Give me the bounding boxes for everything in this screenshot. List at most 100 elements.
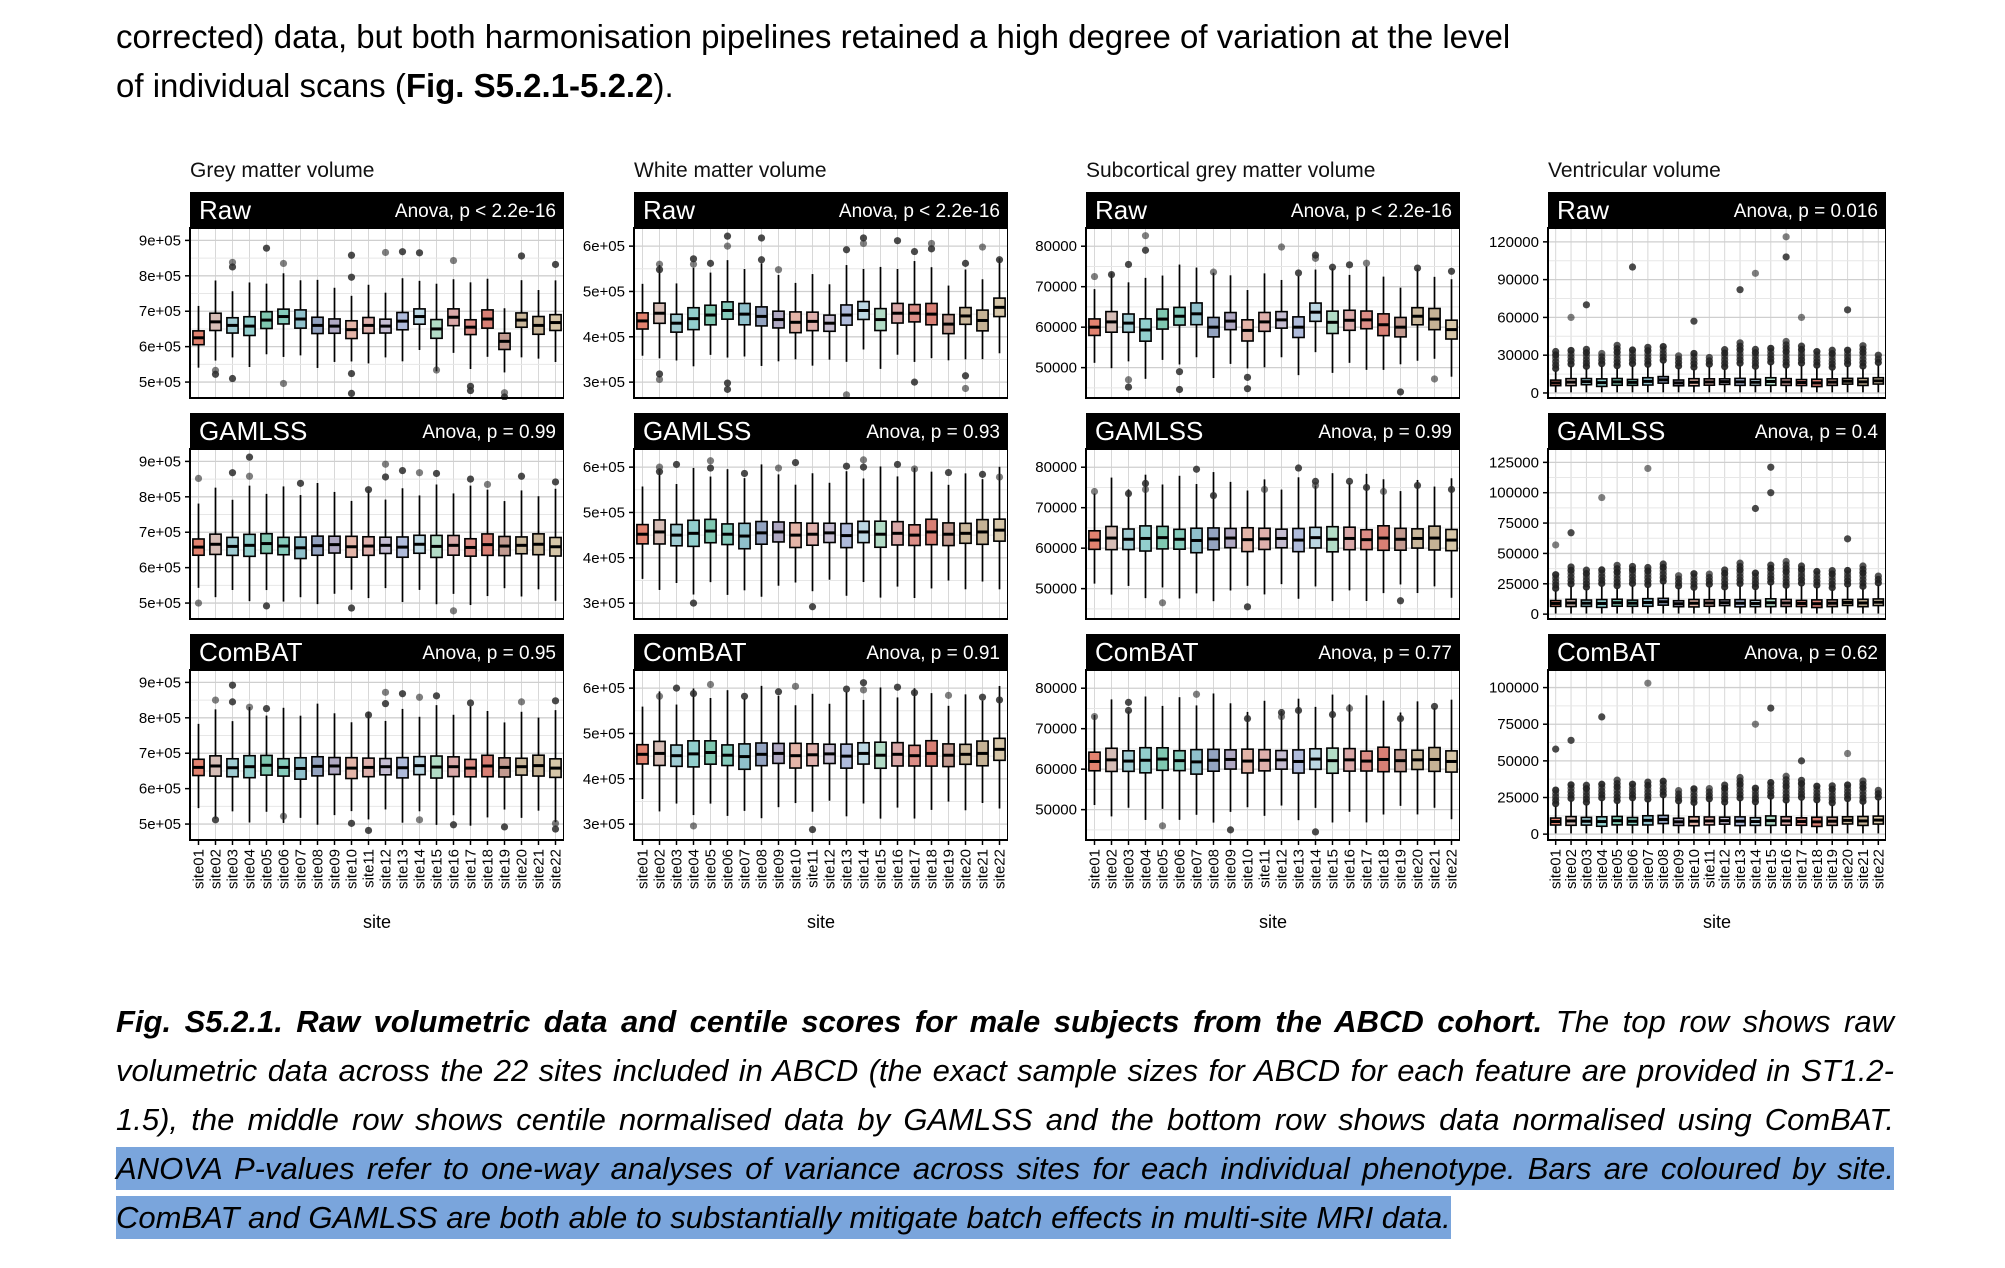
svg-text:site05: site05 <box>1155 849 1172 889</box>
caption-highlighted-text: ANOVA P-values refer to one-way analyses… <box>116 1147 1894 1239</box>
boxplots <box>1088 264 1458 379</box>
panel-header: ComBAT Anova, p = 0.62 <box>1548 634 1886 670</box>
panel-row-label: ComBAT <box>643 637 747 667</box>
svg-text:site21: site21 <box>975 849 992 889</box>
svg-text:site01: site01 <box>1087 849 1104 889</box>
svg-text:site08: site08 <box>1655 849 1672 889</box>
svg-text:site09: site09 <box>1671 849 1688 889</box>
svg-text:site17: site17 <box>463 849 480 889</box>
x-axis-title: site <box>1259 912 1287 932</box>
svg-text:site10: site10 <box>1686 849 1703 889</box>
svg-text:site09: site09 <box>1223 849 1240 889</box>
panel-header: Raw Anova, p < 2.2e-16 <box>190 192 564 228</box>
svg-text:site06: site06 <box>1172 849 1189 889</box>
panel-row-label: ComBAT <box>199 637 303 667</box>
svg-text:site19: site19 <box>497 849 514 889</box>
panel-row-label: ComBAT <box>1557 637 1661 667</box>
svg-text:site16: site16 <box>1342 849 1359 889</box>
svg-text:3e+05: 3e+05 <box>583 816 625 833</box>
boxplot-panel-2-combat: ComBAT Anova, p = 0.77 50000 60000 70000 8000… <box>1035 634 1461 932</box>
svg-text:site13: site13 <box>1732 849 1749 889</box>
svg-text:60000: 60000 <box>1497 309 1539 326</box>
svg-text:site13: site13 <box>1291 849 1308 889</box>
svg-text:site11: site11 <box>1257 849 1274 888</box>
boxplots <box>192 273 562 373</box>
svg-text:4e+05: 4e+05 <box>583 329 625 346</box>
boxplot-panel-2-raw: Raw Anova, p < 2.2e-16 50000 60000 70000 8000… <box>1035 192 1460 399</box>
figure-column-white-matter: White matter volume Raw Anova, p < 2.2e-1… <box>572 158 1008 938</box>
svg-text:site20: site20 <box>1840 849 1857 889</box>
svg-text:0: 0 <box>1531 385 1539 400</box>
body-paragraph: corrected) data, but both harmonisation … <box>116 12 1906 110</box>
svg-text:site22: site22 <box>992 849 1009 889</box>
svg-text:6e+05: 6e+05 <box>583 680 625 697</box>
svg-text:50000: 50000 <box>1035 360 1077 377</box>
svg-text:site04: site04 <box>686 849 703 889</box>
svg-text:5e+05: 5e+05 <box>583 504 625 521</box>
boxplot-panel-1-gamlss: GAMLSS Anova, p = 0.93 3e+05 4e+05 5e+05 6e+0… <box>583 413 1008 620</box>
svg-text:90000: 90000 <box>1497 272 1539 289</box>
boxplot-panel-1-raw: Raw Anova, p < 2.2e-16 3e+05 4e+05 5e+05 6e+0… <box>583 192 1008 399</box>
svg-text:9e+05: 9e+05 <box>139 674 181 691</box>
svg-text:6e+05: 6e+05 <box>583 459 625 476</box>
svg-text:site03: site03 <box>1121 849 1138 889</box>
panel-anova-label: Anova, p = 0.99 <box>1318 422 1452 443</box>
x-axis-site-labels: site01site02site03site04site05site06site… <box>1548 840 1886 889</box>
svg-text:100000: 100000 <box>1489 485 1539 502</box>
panel-anova-label: Anova, p < 2.2e-16 <box>395 201 556 222</box>
svg-text:site21: site21 <box>531 849 548 889</box>
svg-text:site12: site12 <box>378 849 395 889</box>
svg-text:site15: site15 <box>873 849 890 889</box>
caption-body: The top row shows raw volumetric data ac… <box>116 1004 1894 1137</box>
svg-text:125000: 125000 <box>1489 454 1539 471</box>
column-title: Subcortical grey matter volume <box>1086 159 1376 182</box>
panel-anova-label: Anova, p = 0.016 <box>1734 201 1878 222</box>
svg-text:site04: site04 <box>242 849 259 889</box>
svg-text:3e+05: 3e+05 <box>583 595 625 612</box>
svg-text:120000: 120000 <box>1489 234 1539 251</box>
boxplots <box>636 258 1006 369</box>
panel-header: Raw Anova, p < 2.2e-16 <box>634 192 1008 228</box>
svg-text:site13: site13 <box>395 849 412 889</box>
svg-text:site09: site09 <box>327 849 344 889</box>
boxplot-panel-2-gamlss: GAMLSS Anova, p = 0.99 50000 60000 70000 8000… <box>1035 413 1460 620</box>
x-axis-title: site <box>363 912 391 932</box>
svg-text:0: 0 <box>1531 606 1539 621</box>
panel-anova-label: Anova, p = 0.93 <box>866 422 1000 443</box>
svg-text:site20: site20 <box>514 849 531 889</box>
svg-text:site05: site05 <box>1609 849 1626 889</box>
svg-text:site22: site22 <box>1444 849 1461 889</box>
boxplots <box>1549 557 1885 614</box>
svg-text:5e+05: 5e+05 <box>139 374 181 391</box>
svg-text:site06: site06 <box>1625 849 1642 889</box>
panel-stack-ventricular: Raw Anova, p = 0.016 0 30000 60000 90000 12000… <box>1468 192 1886 938</box>
svg-text:site15: site15 <box>1763 849 1780 889</box>
panel-anova-label: Anova, p < 2.2e-16 <box>1291 201 1452 222</box>
svg-text:75000: 75000 <box>1497 515 1539 532</box>
panel-header: Raw Anova, p < 2.2e-16 <box>1086 192 1460 228</box>
column-title: Grey matter volume <box>190 159 375 182</box>
svg-text:6e+05: 6e+05 <box>139 781 181 798</box>
svg-text:site05: site05 <box>703 849 720 889</box>
svg-text:site15: site15 <box>1325 849 1342 889</box>
svg-text:5e+05: 5e+05 <box>139 595 181 612</box>
svg-text:site20: site20 <box>958 849 975 889</box>
panel-row-label: GAMLSS <box>199 416 307 446</box>
svg-text:25000: 25000 <box>1497 790 1539 807</box>
svg-text:site16: site16 <box>446 849 463 889</box>
svg-text:site03: site03 <box>225 849 242 889</box>
svg-text:80000: 80000 <box>1035 238 1077 255</box>
panel-stack-grey-matter: Raw Anova, p < 2.2e-16 5e+05 6e+05 7e+05 8e+0… <box>128 192 564 938</box>
svg-text:70000: 70000 <box>1035 721 1077 738</box>
panel-stack-subcortical: Raw Anova, p < 2.2e-16 50000 60000 70000 8000… <box>1016 192 1460 938</box>
panel-header: GAMLSS Anova, p = 0.99 <box>190 413 564 449</box>
svg-text:site02: site02 <box>1563 849 1580 889</box>
panel-anova-label: Anova, p = 0.91 <box>866 643 1000 664</box>
svg-text:6e+05: 6e+05 <box>139 339 181 356</box>
svg-text:site11: site11 <box>1701 849 1718 888</box>
svg-text:site14: site14 <box>1308 849 1325 889</box>
svg-text:site21: site21 <box>1855 849 1872 889</box>
